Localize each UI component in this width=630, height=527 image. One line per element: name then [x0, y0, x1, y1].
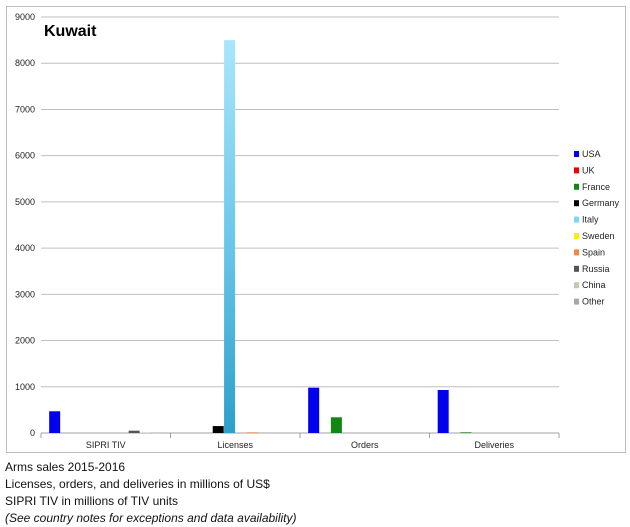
legend-label: Other	[582, 297, 605, 307]
bar-russia-sipri-tiv	[129, 431, 140, 433]
x-category-label: Deliveries	[474, 440, 514, 450]
notes-line-period: Arms sales 2015-2016	[5, 459, 297, 476]
legend-swatch	[574, 249, 579, 255]
bar-china-sipri-tiv	[140, 432, 151, 433]
legend-label: China	[582, 280, 606, 290]
chart-notes: Arms sales 2015-2016 Licenses, orders, a…	[5, 459, 297, 527]
legend-label: Sweden	[582, 231, 615, 241]
legend-label: UK	[582, 165, 595, 175]
legend-label: USA	[582, 149, 601, 159]
chart-area: Kuwait 0 1000 2000 3000 4000 5000 6000 7000 8000…	[6, 6, 626, 453]
legend-swatch	[574, 233, 579, 239]
y-tick-label: 2000	[15, 336, 35, 346]
x-category-label: Orders	[351, 440, 379, 450]
notes-line-units: Licenses, orders, and deliveries in mill…	[5, 476, 297, 493]
legend-swatch	[574, 217, 579, 223]
legend-swatch	[574, 184, 579, 190]
legend-swatch	[574, 299, 579, 305]
y-tick-label: 1000	[15, 382, 35, 392]
notes-line-tiv: SIPRI TIV in millions of TIV units	[5, 493, 297, 510]
y-tick-label: 0	[30, 428, 35, 438]
bar-usa-orders	[308, 388, 319, 433]
legend-label: France	[582, 182, 610, 192]
y-tick-label: 9000	[15, 12, 35, 22]
legend-label: Russia	[582, 264, 610, 274]
bar-spain-licenses	[247, 432, 258, 433]
y-tick-label: 3000	[15, 289, 35, 299]
y-tick-label: 5000	[15, 197, 35, 207]
legend-label: Germany	[582, 198, 620, 208]
y-tick-label: 8000	[15, 58, 35, 68]
legend-swatch	[574, 200, 579, 206]
bar-chart: Kuwait 0 1000 2000 3000 4000 5000 6000 7000 8000…	[7, 7, 625, 452]
bar-italy-licenses	[224, 40, 235, 433]
bar-france-deliveries	[460, 432, 471, 433]
bar-france-orders	[331, 417, 342, 433]
bar-usa-sipri-tiv	[49, 411, 60, 433]
y-tick-label: 4000	[15, 243, 35, 253]
x-category-label: SIPRI TIV	[86, 440, 126, 450]
y-tick-label: 6000	[15, 151, 35, 161]
bar-germany-licenses	[213, 426, 224, 433]
x-category-label: Licenses	[217, 440, 253, 450]
legend-label: Spain	[582, 247, 605, 257]
y-tick-label: 7000	[15, 104, 35, 114]
legend-swatch	[574, 266, 579, 272]
bar-usa-deliveries	[438, 390, 449, 433]
notes-line-availability: (See country notes for exceptions and da…	[5, 510, 297, 527]
legend-label: Italy	[582, 215, 599, 225]
legend-swatch	[574, 151, 579, 157]
legend-swatch	[574, 167, 579, 173]
legend-swatch	[574, 282, 579, 288]
chart-title: Kuwait	[44, 23, 97, 40]
